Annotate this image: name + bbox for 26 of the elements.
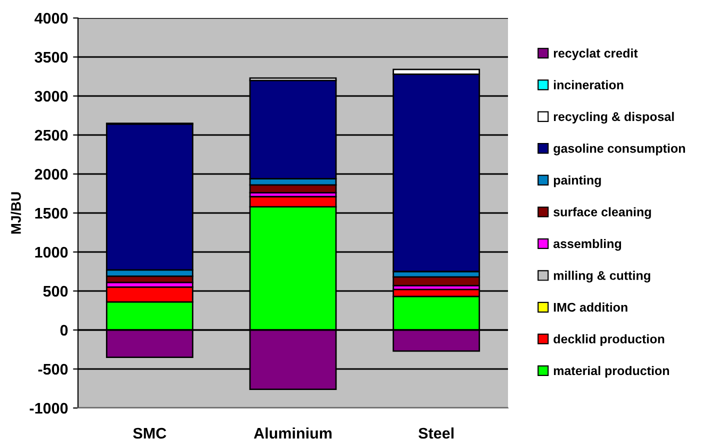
x-tick-label: SMC (133, 428, 166, 439)
y-tick-label: 500 (43, 286, 68, 297)
x-tick-label: Steel (418, 427, 454, 439)
y-tick-label: 2000 (34, 168, 68, 180)
y-tick-label: 3000 (34, 90, 68, 102)
legend-label: IMC addition (554, 302, 628, 312)
legend-label: painting (554, 175, 601, 188)
y-tick-label: 0 (60, 324, 68, 336)
legend-label: material production (554, 366, 670, 378)
legend-label: incineration (554, 80, 624, 90)
y-tick-label: 4000 (34, 12, 68, 24)
y-tick-label: 1000 (35, 246, 68, 258)
legend-label: milling & cutting (554, 270, 650, 282)
legend-label: gasoline consumption (554, 144, 685, 156)
y-tick-label: -500 (38, 364, 68, 375)
legend-label: recyclat credit (554, 48, 638, 60)
y-tick-label: -1000 (30, 402, 68, 414)
x-tick-label: Aluminium (254, 427, 332, 439)
legend-label: recycling & disposal (554, 112, 674, 124)
y-tick-label: 3500 (34, 52, 68, 63)
y-axis-title: MJ/BU (10, 192, 22, 234)
legend-label: surface cleaning (554, 207, 651, 219)
legend-label: decklid production (554, 334, 664, 346)
y-tick-label: 2500 (34, 130, 68, 141)
legend-label: assembling (553, 238, 622, 251)
y-tick-label: 1500 (35, 208, 68, 219)
